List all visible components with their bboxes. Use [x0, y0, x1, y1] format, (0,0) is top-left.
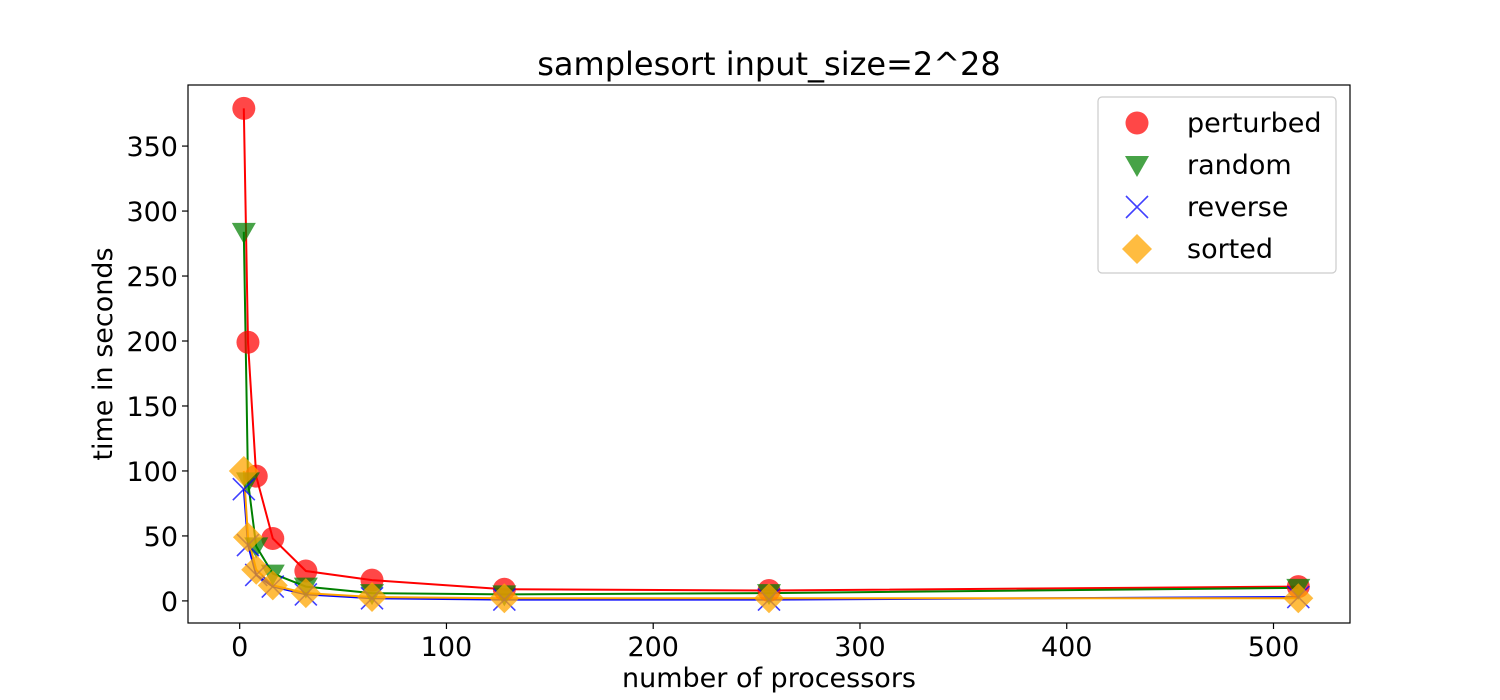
data-point-sorted: [228, 455, 259, 486]
x-tick-label: 400: [1041, 632, 1093, 663]
legend-label-random: random: [1187, 150, 1292, 181]
chart-title: samplesort input_size=2^28: [537, 45, 1001, 83]
data-point-sorted: [257, 570, 288, 601]
data-point-perturbed: [294, 559, 318, 583]
y-tick-label: 250: [126, 262, 178, 293]
y-tick-label: 50: [144, 522, 178, 553]
legend-marker-perturbed: [1125, 111, 1149, 135]
x-tick-label: 0: [231, 632, 248, 663]
x-axis-ticks: 0 100 200 300 400 500: [231, 623, 1299, 663]
legend-marker-reverse: [1125, 195, 1149, 219]
y-axis-ticks: 0 50 100 150 200 250 300 350: [126, 132, 188, 618]
plot-series: [228, 96, 1314, 614]
legend-label-reverse: reverse: [1187, 192, 1289, 223]
y-axis-label: time in seconds: [88, 247, 119, 460]
data-point-sorted: [290, 578, 321, 609]
data-point-perturbed: [236, 330, 260, 354]
legend-label-sorted: sorted: [1187, 234, 1273, 265]
y-tick-label: 150: [126, 392, 178, 423]
data-point-sorted: [357, 582, 388, 613]
y-tick-label: 100: [126, 457, 178, 488]
y-tick-label: 300: [126, 197, 178, 228]
legend-box: [1097, 96, 1337, 274]
data-point-sorted: [1283, 583, 1314, 614]
plot-frame: [187, 84, 1351, 624]
x-tick-label: 100: [421, 632, 473, 663]
y-tick-label: 0: [161, 587, 178, 618]
y-tick-label: 350: [126, 132, 178, 163]
legend-label-perturbed: perturbed: [1187, 108, 1322, 139]
data-point-perturbed: [261, 527, 285, 551]
y-tick-label: 200: [126, 327, 178, 358]
x-tick-label: 300: [834, 632, 886, 663]
x-axis-label: number of processors: [622, 663, 916, 694]
legend: perturbed random reverse sorted: [1097, 96, 1337, 274]
data-point-sorted: [754, 583, 784, 614]
data-point-perturbed: [232, 96, 256, 120]
data-point-sorted: [489, 583, 520, 614]
data-point-sorted: [232, 522, 263, 553]
legend-marker-random: [1125, 156, 1149, 177]
data-point-random: [231, 222, 256, 244]
legend-marker-sorted: [1122, 234, 1152, 264]
data-point-sorted: [241, 554, 272, 585]
x-tick-label: 200: [627, 632, 679, 663]
x-tick-label: 500: [1248, 632, 1300, 663]
data-point-reverse: [232, 477, 256, 501]
series-markers: [228, 96, 1314, 614]
